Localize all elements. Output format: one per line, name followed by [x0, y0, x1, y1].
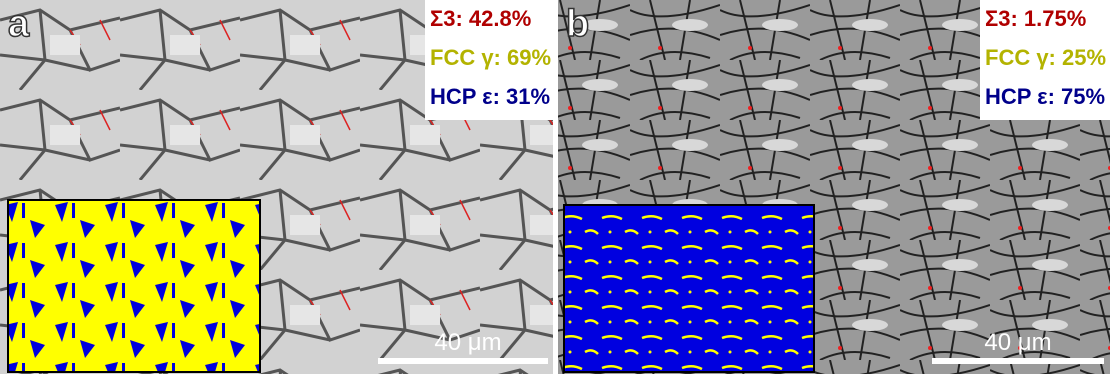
panel-b: Σ3: 1.75% FCC γ: 25% HCP ε: 75% b 40 μm — [558, 0, 1110, 374]
fcc-stat: FCC γ: 25% — [985, 45, 1106, 70]
phase-map-inset — [564, 205, 814, 372]
panel-label: b — [566, 3, 589, 45]
scale-bar-label: 40 μm — [434, 329, 501, 356]
panel-a: Σ3: 42.8% FCC γ: 69% HCP ε: 31% a 40 μm — [0, 0, 553, 374]
scale-bar — [378, 358, 548, 364]
hcp-stat: HCP ε: 75% — [985, 84, 1105, 109]
fcc-stat: FCC γ: 69% — [430, 45, 551, 70]
phase-map-inset — [8, 200, 260, 372]
scale-bar — [932, 358, 1104, 364]
figure: Σ3: 42.8% FCC γ: 69% HCP ε: 31% a 40 μm … — [0, 0, 1110, 374]
panel-label: a — [8, 3, 30, 45]
sigma3-stat: Σ3: 42.8% — [430, 6, 531, 31]
scale-bar-label: 40 μm — [984, 329, 1051, 356]
sigma3-stat: Σ3: 1.75% — [985, 6, 1086, 31]
hcp-stat: HCP ε: 31% — [430, 84, 550, 109]
